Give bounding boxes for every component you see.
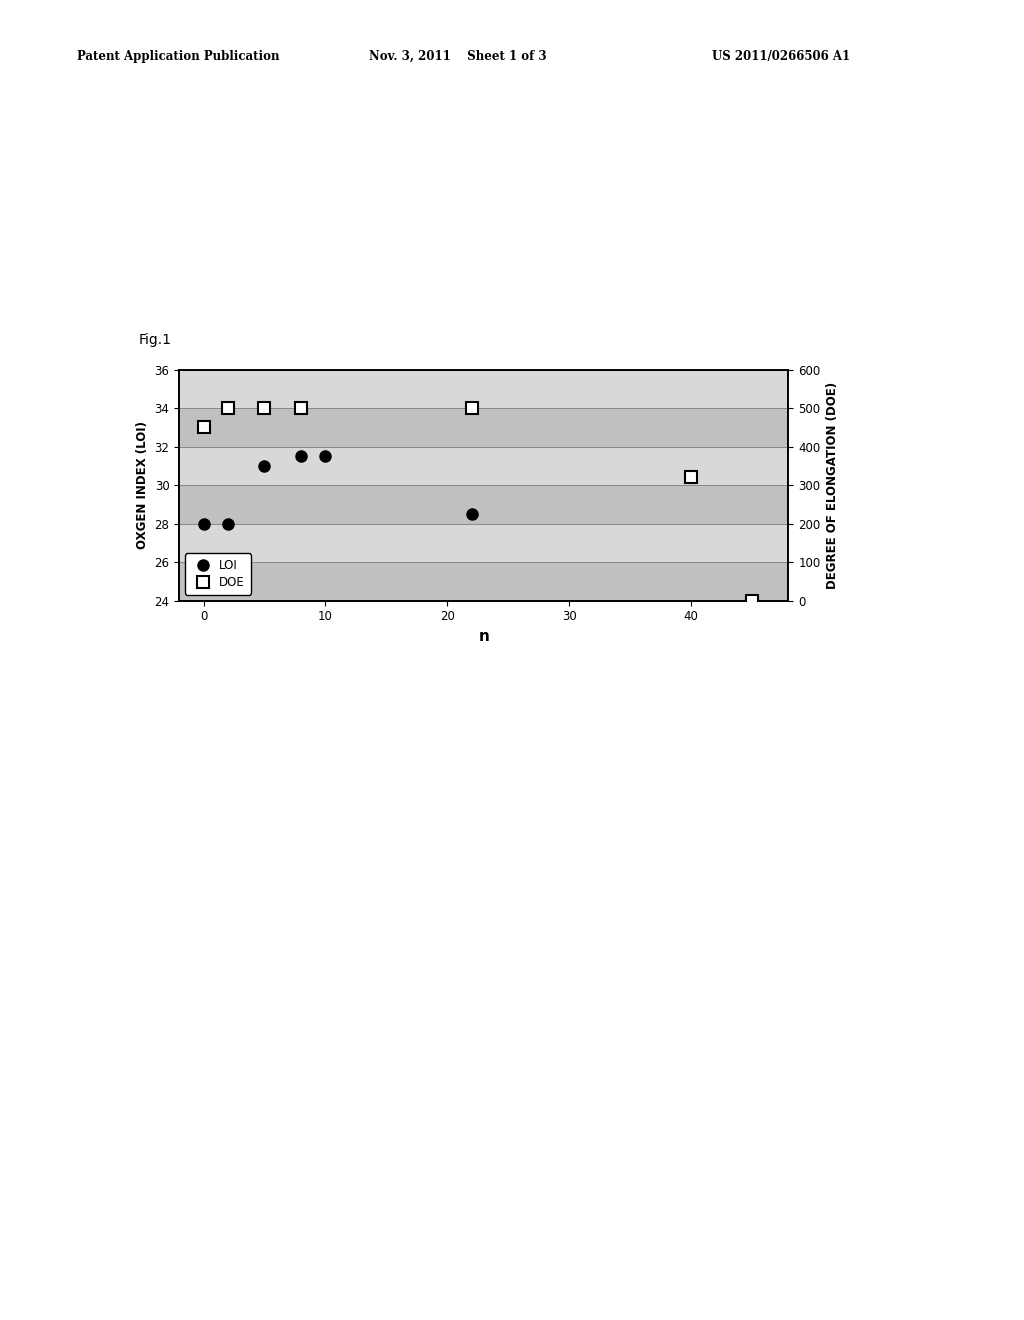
X-axis label: n: n [478,628,489,644]
Text: Fig.1: Fig.1 [138,333,171,347]
Bar [179,408,788,446]
Legend: LOI, DOE: LOI, DOE [185,553,251,595]
Y-axis label: DEGREE OF ELONGATION (DOE): DEGREE OF ELONGATION (DOE) [826,381,839,589]
Text: Nov. 3, 2011    Sheet 1 of 3: Nov. 3, 2011 Sheet 1 of 3 [369,50,546,63]
Bar [179,446,788,486]
Bar [179,486,788,524]
Y-axis label: OXGEN INDEX (LOI): OXGEN INDEX (LOI) [136,421,148,549]
Text: Patent Application Publication: Patent Application Publication [77,50,280,63]
Bar [179,370,788,408]
Bar [179,562,788,601]
Bar [179,524,788,562]
Text: US 2011/0266506 A1: US 2011/0266506 A1 [712,50,850,63]
